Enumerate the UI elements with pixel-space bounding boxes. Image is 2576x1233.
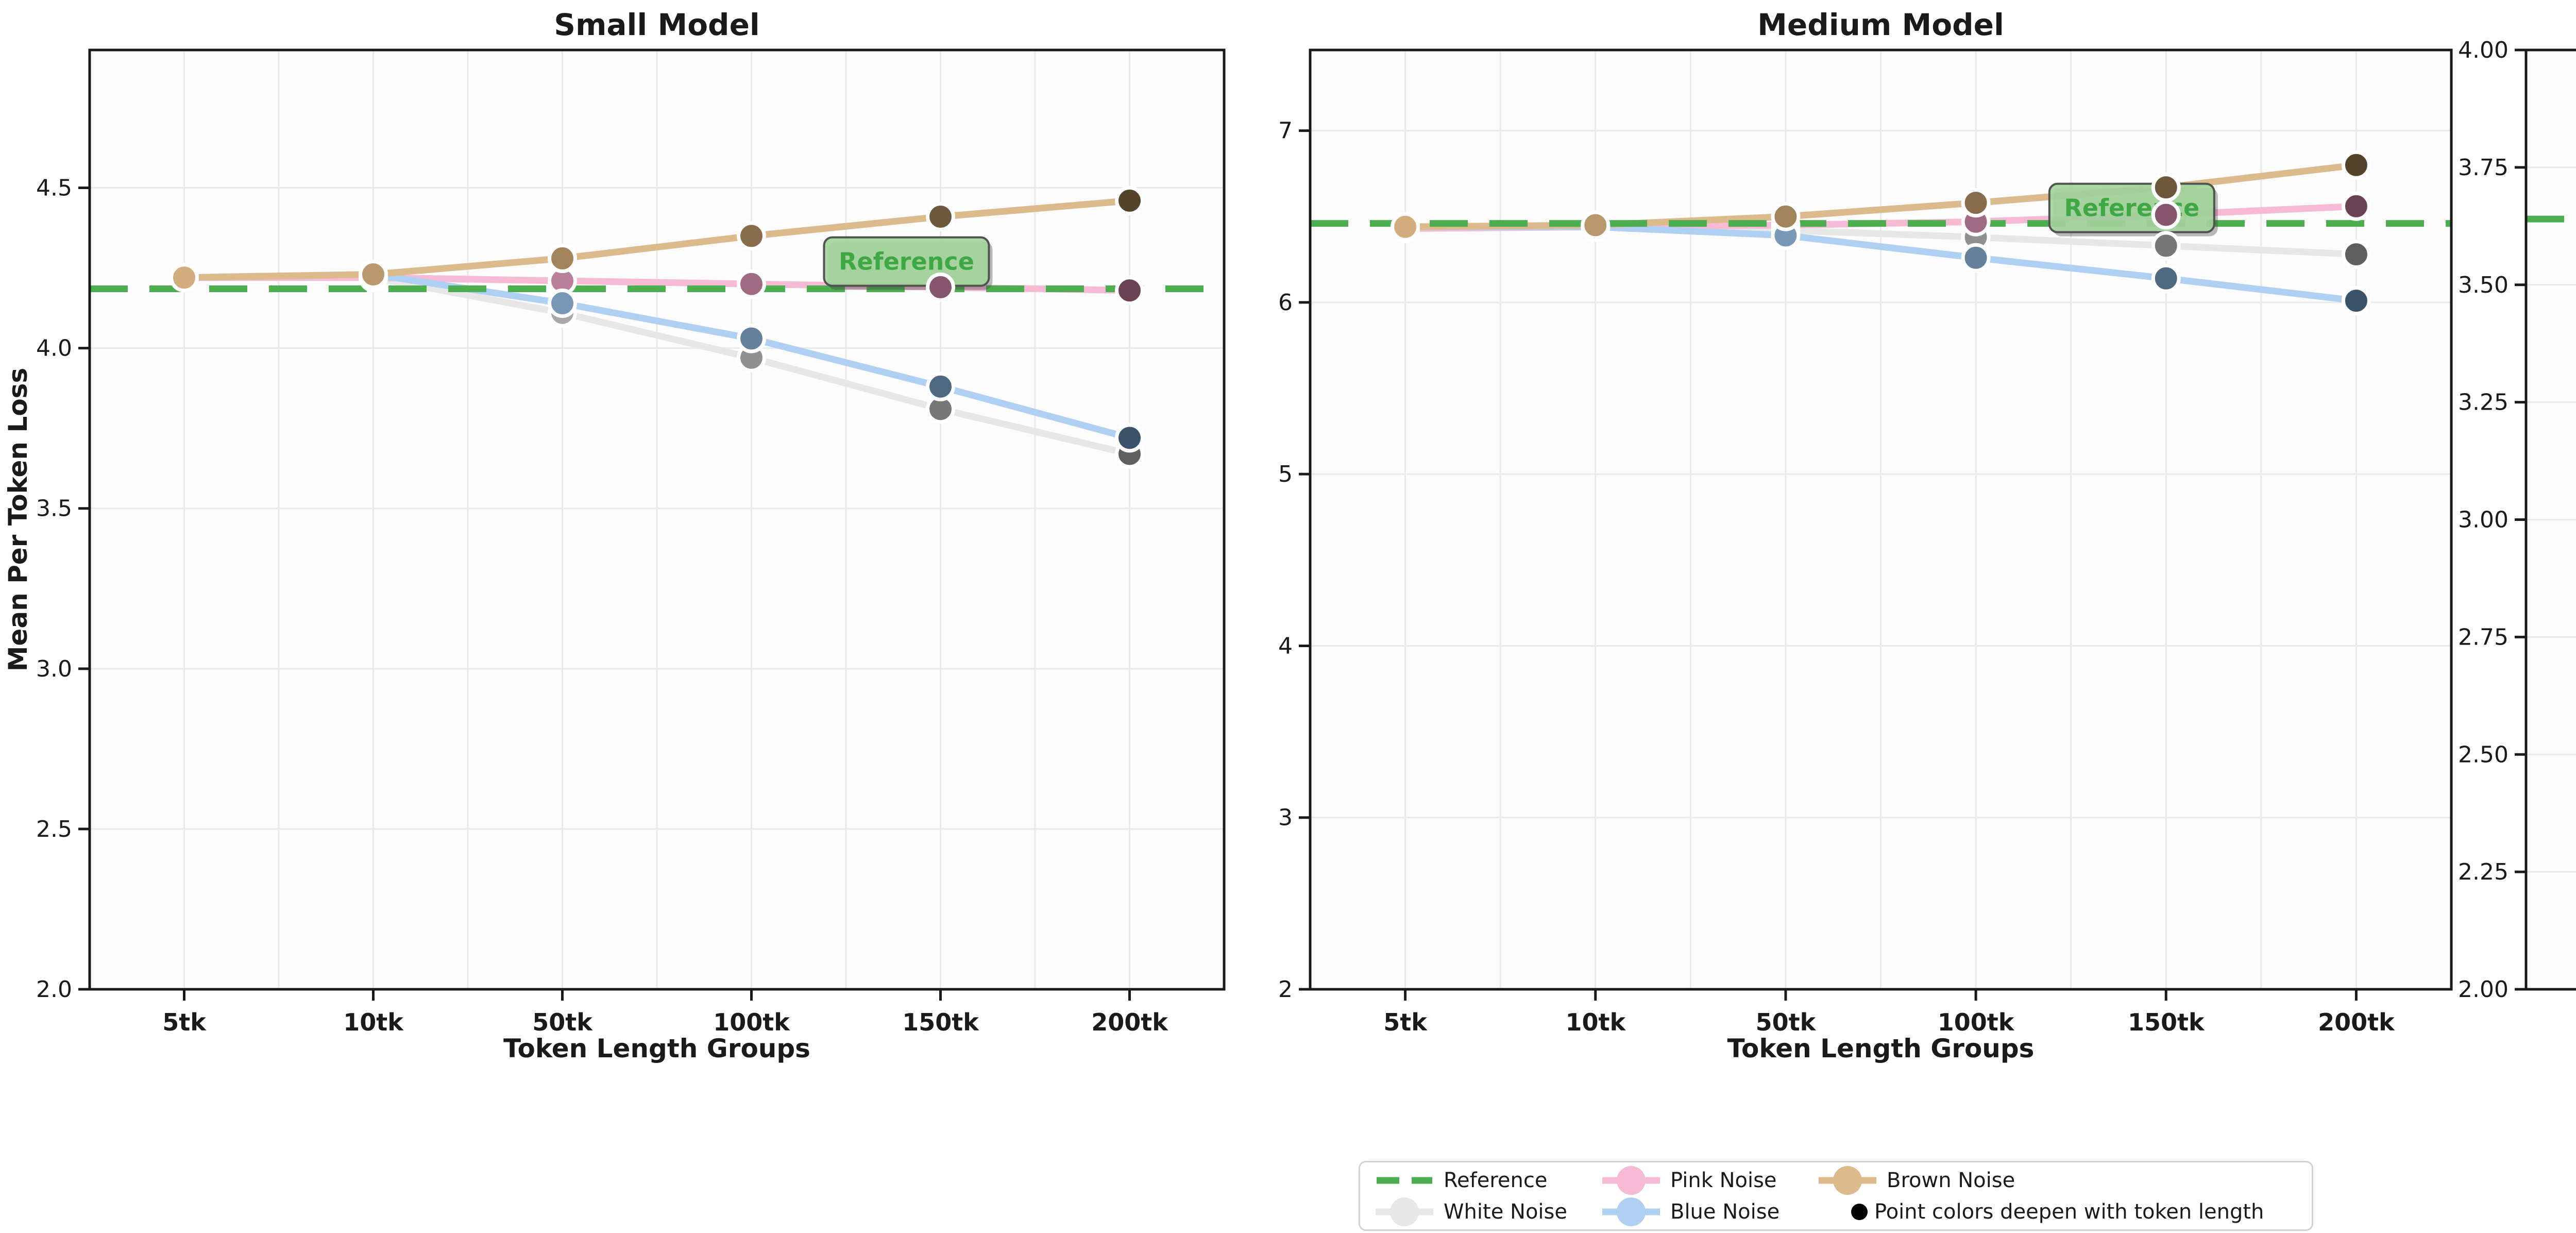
x-axis-label: Token Length Groups — [1727, 1034, 2035, 1063]
y-tick-label: 2.50 — [2458, 741, 2509, 768]
legend-label-point-colors-note: Point colors deepen with token length — [1874, 1200, 2264, 1224]
blue-noise-point-100tk — [1961, 243, 1991, 273]
reference-label-box — [823, 236, 990, 287]
y-tick-label: 2.0 — [36, 976, 72, 1003]
chart-small-model: Reference 5tk 10tk 50tk 100tk 150tk 200tk 2.0 2.… — [3, 7, 1226, 1063]
white-noise-swatch-circle — [1390, 1197, 1419, 1226]
note-dot-circle — [1851, 1203, 1868, 1220]
y-tick-label: 4.5 — [36, 175, 72, 201]
y-tick-label: 2.75 — [2458, 624, 2509, 650]
blue-noise-point-200tk — [1115, 423, 1144, 453]
pink-noise-swatch-circle — [1617, 1166, 1646, 1195]
legend-label-white-noise: White Noise — [1444, 1200, 1567, 1224]
brown-noise-swatch-circle — [1833, 1166, 1862, 1195]
x-tick-label: 200tk — [2318, 1008, 2395, 1036]
blue-noise-point-50tk — [548, 289, 577, 318]
legend-label-brown-noise: Brown Noise — [1887, 1168, 2015, 1192]
brown-noise-point-100tk — [1961, 188, 1991, 218]
x-tick-label: 150tk — [902, 1008, 979, 1036]
legend-item-brown-noise: Brown Noise — [1817, 1165, 2307, 1196]
x-tick-label: 50tk — [1756, 1008, 1817, 1036]
blue-noise-point-150tk — [2151, 263, 2181, 293]
x-tick-label: 10tk — [343, 1008, 404, 1036]
x-tick-label: 10tk — [1565, 1008, 1626, 1036]
chart-mgen-melody-model: Reference5tk10tk50tk100tk150tk200tk2.002… — [2458, 37, 2576, 1003]
brown-noise-point-5tk — [170, 263, 199, 293]
white-noise-point-150tk — [2151, 231, 2181, 261]
legend-label-blue-noise: Blue Noise — [1670, 1200, 1780, 1224]
y-tick-label: 4.0 — [36, 335, 72, 362]
y-tick-label: 4.00 — [2458, 37, 2509, 63]
y-axis-label: Mean Per Token Loss — [3, 368, 33, 671]
y-tick-label: 2.25 — [2458, 859, 2509, 885]
reference-dash-swatch-icon — [1377, 1177, 1432, 1184]
legend-item-point-colors-note: Point colors deepen with token length — [1851, 1196, 2307, 1227]
pink-noise-point-200tk — [2341, 191, 2371, 221]
chart-title: Small Model — [554, 7, 760, 42]
x-tick-label: 100tk — [1938, 1008, 2015, 1036]
y-tick-label: 3.00 — [2458, 507, 2509, 533]
pink-noise-marker-swatch-icon — [1602, 1166, 1660, 1195]
brown-noise-point-10tk — [1581, 210, 1611, 240]
blue-noise-point-150tk — [926, 371, 955, 401]
y-tick-label: 3.75 — [2458, 155, 2509, 181]
pink-noise-point-200tk — [1115, 276, 1144, 306]
blue-noise-marker-swatch-icon — [1602, 1197, 1660, 1226]
white-noise-point-200tk — [2341, 240, 2371, 269]
brown-noise-marker-swatch-icon — [1819, 1166, 1876, 1195]
y-tick-label: 3.25 — [2458, 390, 2509, 416]
y-tick-label: 3 — [1278, 805, 1293, 831]
x-tick-label: 5tk — [162, 1008, 207, 1036]
brown-noise-point-200tk — [1115, 185, 1144, 215]
x-tick-label: 5tk — [1383, 1008, 1428, 1036]
legend-label-pink-noise: Pink Noise — [1670, 1168, 1777, 1192]
black-dot-icon — [1851, 1203, 1868, 1220]
brown-noise-point-10tk — [359, 260, 388, 290]
x-tick-label: 150tk — [2128, 1008, 2205, 1036]
brown-noise-point-150tk — [2151, 173, 2181, 202]
brown-noise-point-5tk — [1391, 212, 1420, 242]
y-tick-label: 5 — [1278, 461, 1293, 487]
y-tick-label: 7 — [1278, 118, 1293, 144]
x-tick-label: 50tk — [532, 1008, 593, 1036]
blue-noise-swatch-circle — [1617, 1197, 1646, 1226]
x-tick-label: 100tk — [713, 1008, 790, 1036]
brown-noise-point-50tk — [548, 243, 577, 273]
y-tick-label: 3.5 — [36, 496, 72, 522]
legend-item-blue-noise: Blue Noise — [1600, 1196, 1817, 1227]
axes-spines — [1309, 48, 2453, 991]
brown-noise-point-100tk — [737, 221, 766, 251]
x-tick-label: 200tk — [1091, 1008, 1168, 1036]
chart-title: Medium Model — [1757, 7, 2004, 42]
y-tick-label: 6 — [1278, 290, 1293, 316]
legend: Reference White Noise Pink Noise Blue No… — [1359, 1161, 2313, 1231]
pink-noise-point-150tk — [926, 272, 955, 302]
blue-noise-point-200tk — [2341, 286, 2371, 316]
legend-item-white-noise: White Noise — [1374, 1196, 1600, 1227]
y-tick-label: 3.50 — [2458, 272, 2509, 298]
y-tick-label: 2.00 — [2458, 976, 2509, 1003]
y-tick-label: 2.5 — [36, 816, 72, 842]
brown-noise-point-200tk — [2341, 150, 2371, 180]
reference-label: Reference — [839, 248, 974, 276]
series-line-brown-noise — [181, 197, 1133, 281]
axes-spines — [88, 48, 1226, 991]
white-noise-marker-swatch-icon — [1376, 1197, 1433, 1226]
legend-item-reference: Reference — [1374, 1165, 1600, 1196]
pink-noise-point-150tk — [2151, 200, 2181, 230]
y-tick-label: 2 — [1278, 976, 1293, 1003]
x-axis-label: Token Length Groups — [503, 1034, 810, 1063]
blue-noise-point-100tk — [737, 324, 766, 353]
y-tick-label: 4 — [1278, 633, 1293, 659]
brown-noise-point-150tk — [926, 202, 955, 232]
legend-item-pink-noise: Pink Noise — [1600, 1165, 1817, 1196]
y-tick-label: 3.0 — [36, 656, 72, 682]
pink-noise-point-100tk — [737, 269, 766, 299]
legend-label-reference: Reference — [1444, 1168, 1548, 1192]
brown-noise-point-50tk — [1771, 201, 1801, 231]
